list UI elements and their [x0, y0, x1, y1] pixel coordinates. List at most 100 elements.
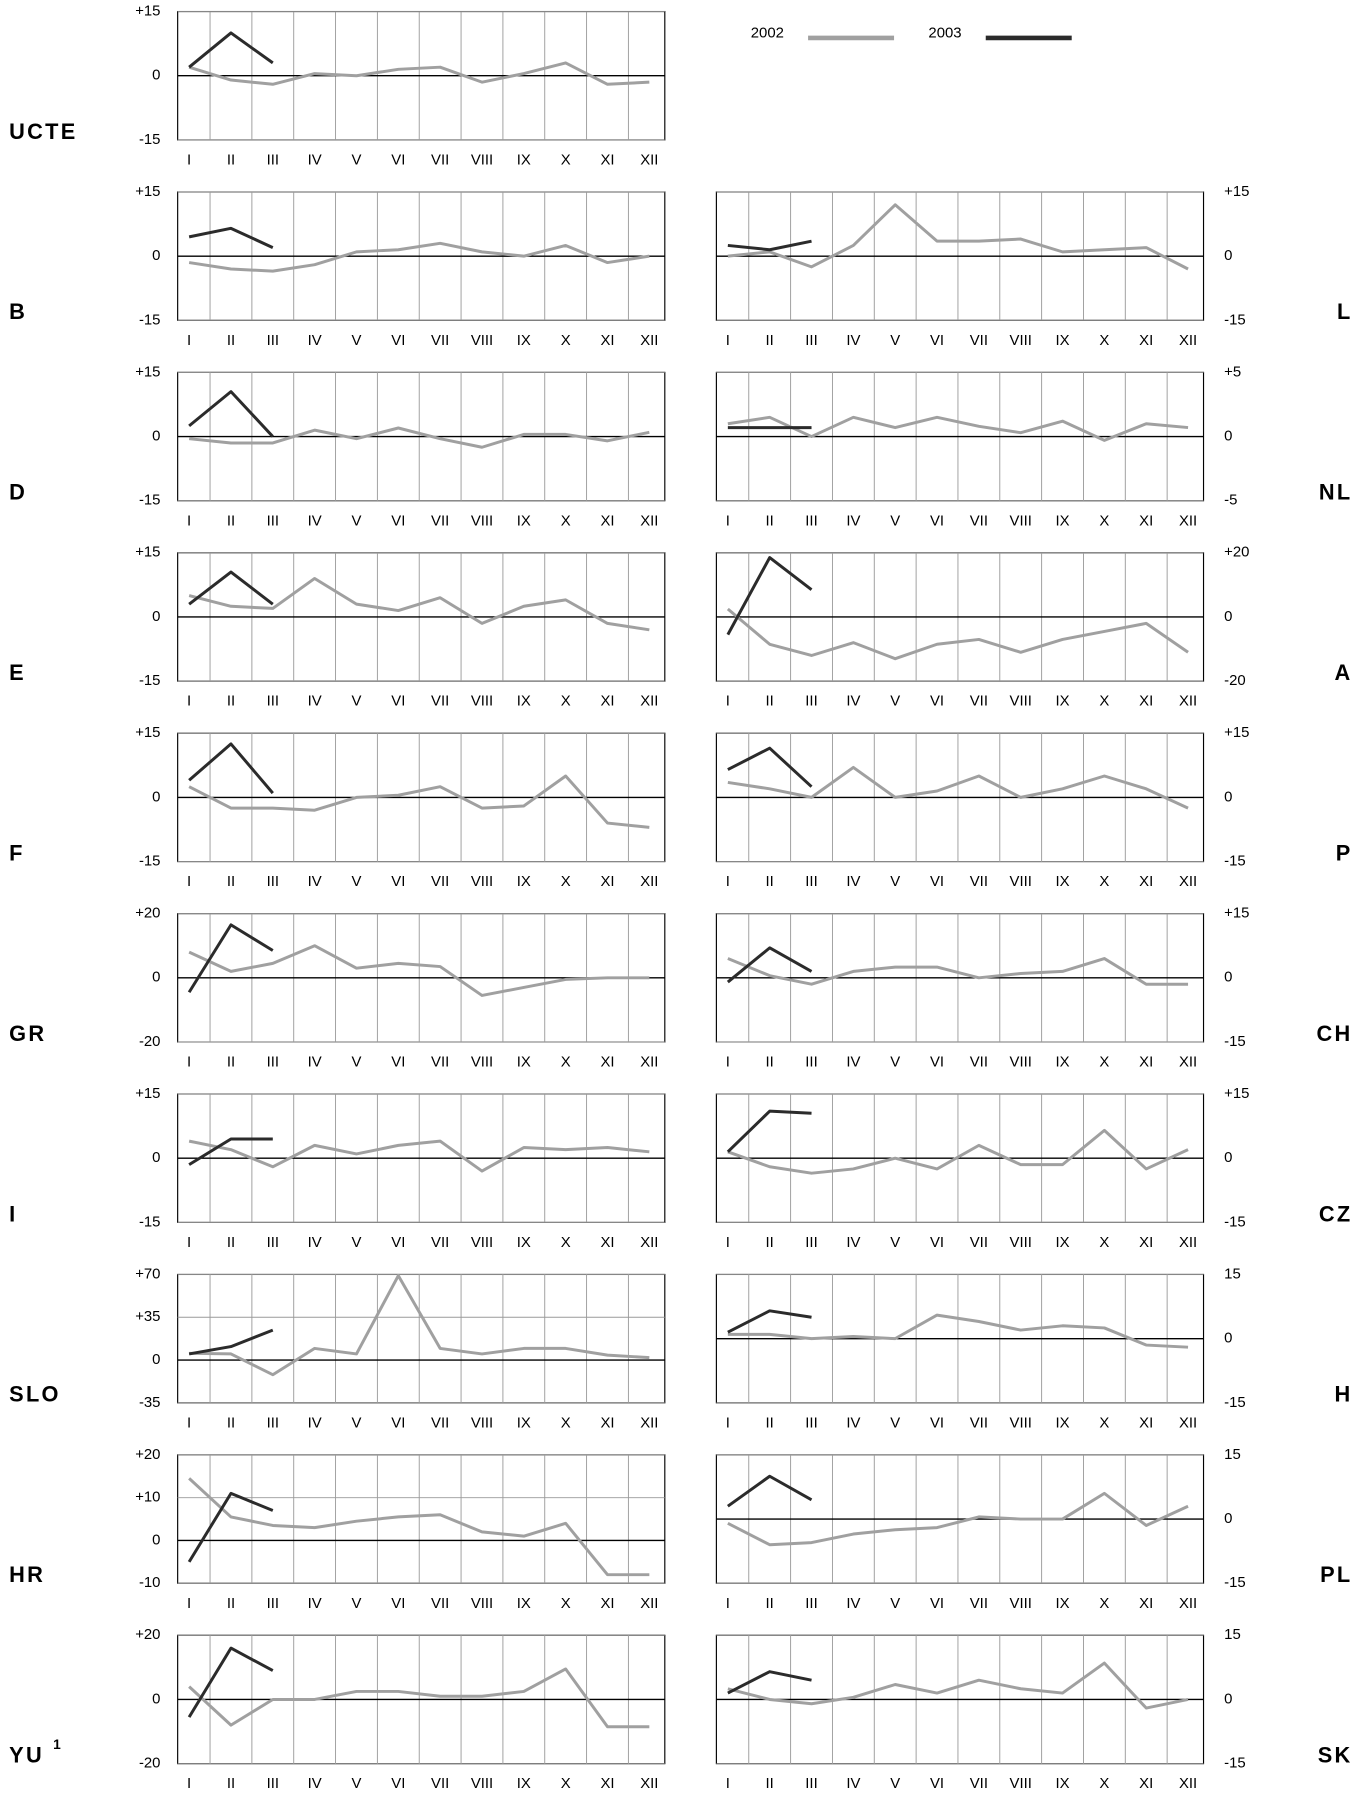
- x-tick-label: I: [187, 1596, 191, 1612]
- x-tick-label: III: [805, 1235, 817, 1251]
- x-tick-label: I: [187, 874, 191, 890]
- x-tick-label: XII: [1179, 1415, 1197, 1431]
- x-tick-label: XII: [640, 152, 658, 168]
- y-tick-label: -15: [1224, 1756, 1246, 1772]
- x-tick-label: V: [352, 1776, 362, 1792]
- x-tick-label: V: [352, 1415, 362, 1431]
- x-tick-label: I: [726, 694, 730, 710]
- y-tick-label: +35: [135, 1309, 160, 1325]
- y-tick-label: +15: [1224, 1086, 1249, 1102]
- series-line: [188, 1137, 273, 1166]
- y-tick-label: 0: [152, 1532, 160, 1548]
- x-tick-label: I: [726, 874, 730, 890]
- country-label: HR: [9, 1562, 45, 1587]
- y-tick-label: +20: [1224, 545, 1249, 561]
- x-tick-label: X: [1099, 1776, 1109, 1792]
- x-tick-label: VI: [930, 1235, 944, 1251]
- series-line: [188, 1139, 650, 1173]
- x-tick-label: I: [726, 1235, 730, 1251]
- x-tick-label: III: [805, 874, 817, 890]
- x-tick-label: V: [352, 874, 362, 890]
- x-tick-label: II: [227, 1055, 235, 1071]
- x-tick-label: XI: [600, 1235, 614, 1251]
- x-tick-label: II: [766, 1776, 774, 1792]
- x-tick-label: X: [561, 152, 571, 168]
- country-label: CH: [1317, 1021, 1353, 1046]
- y-tick-label: 0: [1224, 1150, 1232, 1166]
- x-tick-label: IV: [308, 694, 322, 710]
- x-tick-label: IV: [846, 694, 860, 710]
- x-tick-label: X: [1099, 694, 1109, 710]
- x-tick-label: II: [227, 1776, 235, 1792]
- x-tick-label: II: [227, 513, 235, 529]
- x-tick-label: VII: [970, 1776, 988, 1792]
- x-tick-label: IV: [308, 1415, 322, 1431]
- x-tick-label: XI: [1139, 874, 1153, 890]
- y-tick-label: +20: [135, 1447, 160, 1463]
- x-tick-label: VII: [431, 1596, 449, 1612]
- x-tick-label: III: [267, 1055, 279, 1071]
- x-tick-label: VIII: [1010, 1055, 1032, 1071]
- y-tick-label: -15: [139, 854, 161, 870]
- x-tick-label: III: [267, 1415, 279, 1431]
- y-tick-label: 15: [1224, 1627, 1241, 1643]
- x-tick-label: VIII: [471, 694, 493, 710]
- country-label: L: [1337, 299, 1353, 324]
- x-tick-label: V: [890, 1596, 900, 1612]
- x-tick-label: V: [352, 1055, 362, 1071]
- x-tick-label: VI: [391, 333, 405, 349]
- series-line: [188, 570, 274, 606]
- x-tick-label: IV: [846, 1235, 860, 1251]
- x-tick-label: IX: [1056, 513, 1070, 529]
- x-tick-label: XII: [1179, 1596, 1197, 1612]
- x-tick-label: IX: [1056, 1596, 1070, 1612]
- x-tick-label: VI: [930, 333, 944, 349]
- x-tick-label: IX: [1056, 1415, 1070, 1431]
- x-tick-label: VIII: [1010, 1596, 1032, 1612]
- x-tick-label: VI: [391, 152, 405, 168]
- x-tick-label: IV: [308, 1596, 322, 1612]
- series-line: [727, 1128, 1189, 1175]
- x-tick-label: XI: [600, 1415, 614, 1431]
- x-tick-label: VIII: [471, 1415, 493, 1431]
- x-tick-label: VIII: [1010, 1776, 1032, 1792]
- x-tick-label: II: [227, 874, 235, 890]
- x-tick-label: XII: [1179, 1055, 1197, 1071]
- x-tick-label: IV: [846, 513, 860, 529]
- x-tick-label: XI: [600, 694, 614, 710]
- y-tick-label: +5: [1224, 364, 1241, 380]
- country-label: I: [9, 1201, 17, 1226]
- x-tick-label: IX: [1056, 694, 1070, 710]
- x-tick-label: IX: [517, 1055, 531, 1071]
- x-tick-label: IV: [308, 1055, 322, 1071]
- x-tick-label: VI: [391, 1235, 405, 1251]
- legend-label: 2003: [928, 25, 961, 41]
- x-tick-label: XI: [1139, 1776, 1153, 1792]
- series-line: [726, 1474, 813, 1508]
- x-tick-label: XII: [640, 333, 658, 349]
- series-line: [727, 203, 1189, 271]
- series-line: [188, 576, 650, 632]
- series-line: [727, 765, 1189, 810]
- series-line: [727, 415, 1189, 442]
- y-tick-label: 0: [152, 789, 160, 805]
- x-tick-label: VI: [391, 1055, 405, 1071]
- x-tick-label: I: [187, 1776, 191, 1792]
- x-tick-label: IV: [308, 1235, 322, 1251]
- country-label: UCTE: [9, 119, 77, 144]
- x-tick-label: VII: [970, 874, 988, 890]
- x-tick-label: I: [187, 333, 191, 349]
- x-tick-label: III: [267, 1596, 279, 1612]
- y-tick-label: 15: [1224, 1266, 1241, 1282]
- y-tick-label: -10: [139, 1575, 161, 1591]
- x-tick-label: VII: [431, 333, 449, 349]
- x-tick-label: VII: [431, 1055, 449, 1071]
- x-tick-label: IV: [308, 513, 322, 529]
- y-tick-label: +15: [1224, 906, 1249, 922]
- x-tick-label: IX: [517, 1415, 531, 1431]
- y-tick-label: +70: [135, 1266, 160, 1282]
- x-tick-label: VII: [970, 1235, 988, 1251]
- y-tick-label: +20: [135, 906, 160, 922]
- x-tick-label: VI: [930, 1415, 944, 1431]
- y-tick-label: +15: [135, 184, 160, 200]
